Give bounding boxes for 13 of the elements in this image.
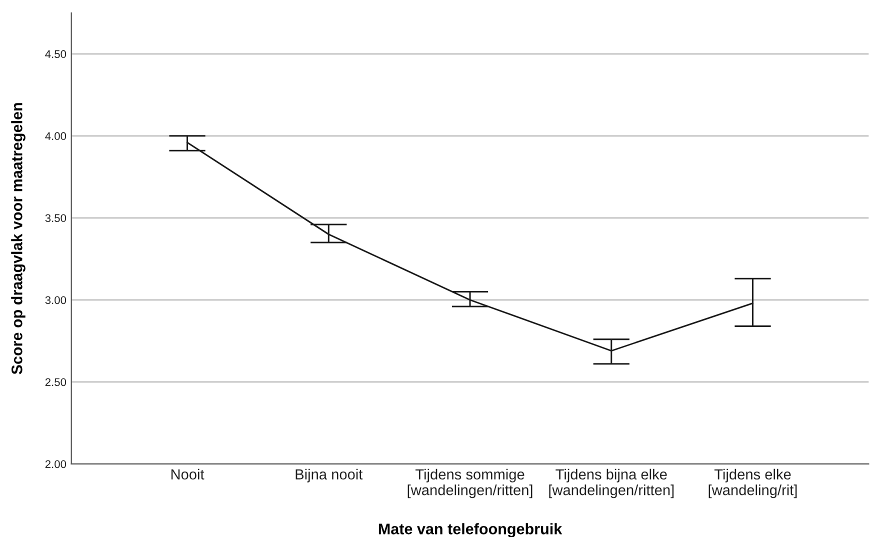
x-axis-title: Mate van telefoongebruik (378, 523, 562, 537)
y-tick-label: 4.00 (45, 132, 66, 140)
y-tick-label: 3.50 (45, 214, 66, 222)
y-axis-title: Score op draagvlak voor maatregelen (11, 103, 26, 374)
x-tick-label: Tijdens sommige [wandelingen/ritten] (408, 468, 532, 498)
x-tick-label: Bijna nooit (296, 468, 363, 482)
y-tick-label: 3.00 (45, 296, 66, 304)
y-tick-label: 4.50 (45, 50, 66, 58)
x-tick-label: Tijdens bijna elke [wandelingen/ritten] (549, 468, 674, 498)
y-tick-label: 2.50 (45, 378, 66, 386)
x-tick-label: Tijdens elke [wandeling/rit] (708, 468, 797, 498)
x-tick-label: Nooit (171, 468, 204, 480)
y-tick-label: 2.00 (45, 460, 66, 468)
